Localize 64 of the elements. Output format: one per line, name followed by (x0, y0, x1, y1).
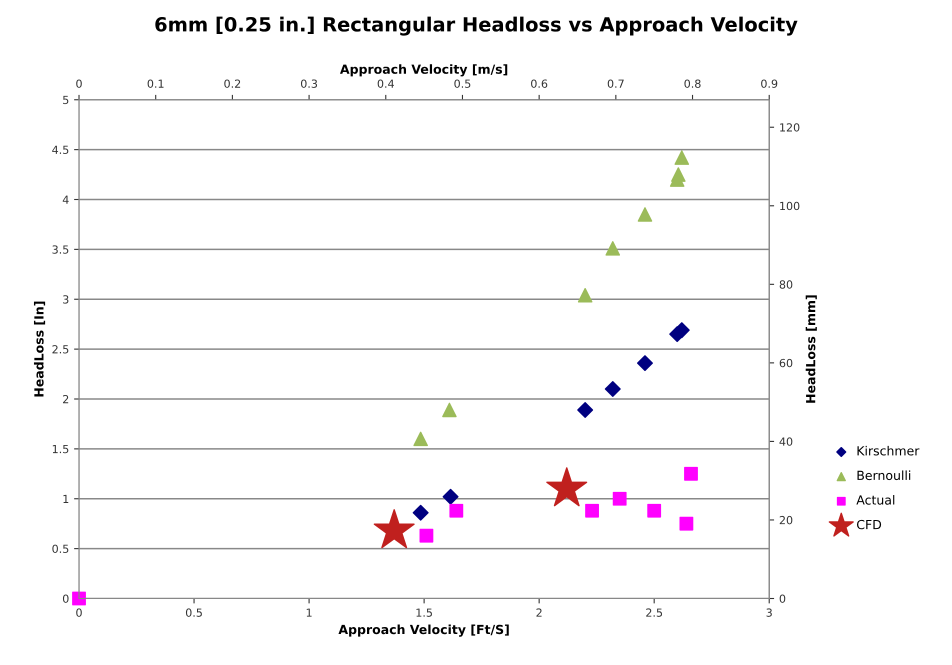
point (449, 504, 464, 518)
y-tick-label: 3 (63, 295, 68, 304)
y2-tick-label: 80 (780, 280, 792, 289)
y-tick-label: 5 (63, 96, 68, 104)
y2-axis-title: HeadLoss [mm] (806, 295, 817, 403)
point (604, 381, 621, 398)
point (638, 207, 652, 222)
y2-tick-label: 20 (780, 516, 792, 524)
y-tick-label: 1.5 (52, 444, 68, 454)
y-tick-label: 2 (63, 394, 68, 404)
x2-axis-title: Approach Velocity [m/s] (340, 64, 508, 76)
point (605, 241, 620, 256)
y-tick-label: 1 (63, 494, 68, 503)
point (679, 516, 694, 531)
legend-label: Actual (856, 495, 894, 505)
y-tick-label: 4.5 (52, 146, 68, 154)
point (674, 150, 690, 165)
x-tick-label: 2.5 (646, 608, 662, 617)
x-tick-label: 3 (766, 608, 772, 617)
y-tick-label: 3.5 (52, 245, 68, 254)
x-tick-label: 2 (536, 608, 542, 617)
point (72, 592, 86, 606)
point (442, 402, 457, 418)
point (413, 432, 428, 446)
y-tick-label: 2.5 (52, 345, 68, 354)
legend-label: Kirschmer (858, 446, 920, 456)
y2-tick-label: 120 (780, 123, 800, 132)
x2-tick-label: 0.4 (378, 79, 394, 88)
y2-tick-label: 60 (780, 358, 792, 368)
x2-tick-label: 0.6 (531, 79, 548, 88)
y-tick-label: 0.5 (52, 544, 68, 554)
x2-tick-label: 0.2 (224, 79, 240, 88)
y-tick-label: 4 (62, 196, 69, 204)
x-tick-label: 0.5 (186, 608, 202, 617)
point (585, 504, 599, 518)
legend-label: Bernoulli (858, 470, 910, 480)
x-tick-label: 0 (76, 608, 82, 617)
x2-tick-label: 0.3 (300, 79, 318, 88)
y2-tick-label: 100 (780, 202, 800, 210)
x2-tick-label: 0.8 (684, 79, 701, 88)
point (442, 488, 459, 505)
point (671, 167, 686, 182)
y2-tick-label: 0 (780, 594, 786, 603)
x-tick-label: 1 (306, 608, 312, 617)
point (420, 528, 434, 543)
x2-tick-label: 0.9 (761, 79, 778, 88)
x-axis-title: Approach Velocity [Ft/S] (338, 624, 509, 637)
point (647, 504, 662, 518)
point (684, 466, 698, 481)
point (612, 492, 627, 506)
y2-tick-label: 40 (779, 437, 792, 446)
x-tick-label: 1.5 (416, 608, 432, 617)
y-axis-title: HeadLoss [In] (34, 302, 46, 397)
x2-tick-label: 0.7 (608, 79, 624, 88)
x2-tick-label: 0.5 (454, 79, 470, 88)
legend-label: CFD (856, 520, 882, 530)
x2-tick-label: 0.1 (148, 79, 164, 88)
point (578, 288, 592, 303)
chart-title: 6mm [0.25 in.] Rectangular Headloss vs Approach Velocity (155, 16, 798, 36)
y-tick-label: 0 (62, 594, 69, 603)
point (577, 402, 594, 418)
point (637, 355, 653, 372)
point (412, 504, 429, 521)
x2-tick-label: 0 (76, 79, 82, 88)
